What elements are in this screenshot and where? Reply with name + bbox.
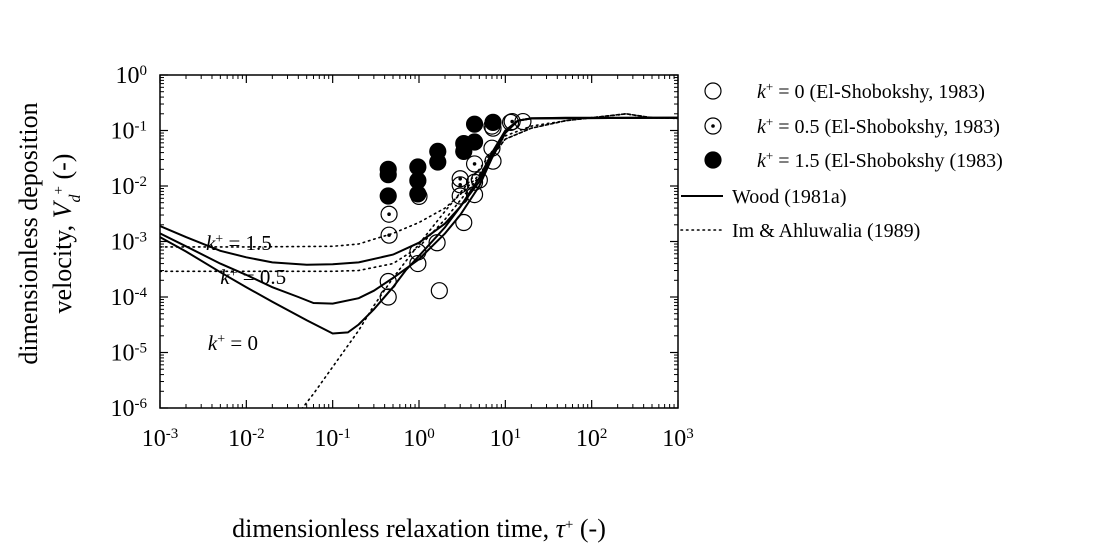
- data-point-k15: [429, 142, 447, 161]
- im-ahluwalia-curve: [160, 112, 678, 248]
- data-point-k0: [455, 213, 473, 232]
- legend-label: Im & Ahluwalia (1989): [732, 220, 920, 242]
- data-point-k15: [484, 113, 502, 131]
- data-point-k0: [379, 272, 397, 291]
- data-point-k0: [451, 187, 469, 205]
- data-point-k15: [409, 158, 427, 176]
- curve-annotation: k+ = 1.5: [206, 231, 272, 255]
- data-point-k0: [501, 113, 520, 131]
- wood-curve: [160, 116, 678, 335]
- data-point-k15: [379, 187, 397, 205]
- data-point-k05: [451, 176, 469, 194]
- y-tick-label: 10-6: [111, 396, 148, 422]
- x-tick-label: 10-3: [142, 426, 179, 452]
- y-tick-label: 10-4: [111, 285, 148, 311]
- legend-label: Wood (1981a): [732, 186, 846, 208]
- x-tick-label: 10-1: [314, 426, 351, 452]
- data-point-k15: [465, 115, 484, 133]
- markers-layer: [379, 112, 532, 306]
- axis-ticks: 10-3 10-2 10-1 100 101 102 103 10-6 10-5 10-4 10-3…: [111, 63, 694, 452]
- legend-entry: k+ = 0.5 (El-Shobokshy, 1983): [704, 114, 1000, 139]
- legend-entry: k+ = 0 (El-Shobokshy, 1983): [704, 79, 985, 104]
- data-point-k05: [465, 155, 484, 173]
- y-axis-label-line1: dimensionless deposition: [14, 102, 43, 364]
- legend-entry: k+ = 1.5 (El-Shobokshy (1983): [704, 148, 1003, 173]
- x-tick-label: 10-2: [228, 426, 264, 452]
- legend-marker: [704, 151, 722, 169]
- curve-annotations: k+ = 1.5 k+ = 0.5 k+ = 0: [206, 231, 286, 355]
- x-tick-label: 103: [662, 426, 694, 452]
- data-point-k0: [430, 282, 448, 300]
- data-point-k15: [465, 133, 484, 151]
- legend-entry: Im & Ahluwalia (1989): [680, 220, 920, 242]
- x-axis-label: dimensionless relaxation time, τ+ (-): [232, 514, 606, 543]
- y-tick-label: 10-2: [111, 174, 148, 200]
- data-point-k05: [380, 205, 398, 223]
- y-axis-label: dimensionless deposition velocity, Vd+ (…: [14, 102, 84, 364]
- data-point-k0: [483, 139, 501, 157]
- legend-marker: [704, 117, 722, 135]
- y-tick-label: 10-3: [111, 230, 148, 256]
- data-point-k05: [380, 226, 398, 244]
- x-tick-label: 102: [576, 426, 608, 452]
- curve-annotation: k+ = 0: [208, 331, 258, 355]
- data-point-k0: [484, 152, 502, 170]
- y-tick-label: 10-5: [111, 341, 148, 367]
- x-tick-label: 101: [490, 426, 522, 452]
- legend-marker: [704, 82, 722, 100]
- data-point-k0: [514, 112, 532, 131]
- legend-label: k+ = 0.5 (El-Shobokshy, 1983): [757, 114, 1000, 139]
- curve-annotation: k+ = 0.5: [220, 265, 286, 289]
- legend-label: k+ = 0 (El-Shobokshy, 1983): [757, 79, 985, 104]
- y-axis-label-line2: velocity, Vd+ (-): [48, 154, 84, 314]
- legend-entry: Wood (1981a): [681, 186, 846, 208]
- data-point-k05: [451, 170, 469, 188]
- legend: k+ = 0 (El-Shobokshy, 1983) k+ = 0.5 (El-…: [680, 79, 1003, 242]
- data-point-k05: [503, 112, 521, 131]
- y-tick-label: 10-1: [111, 119, 148, 145]
- y-tick-label: 100: [116, 63, 148, 89]
- data-point-k0: [409, 243, 427, 261]
- x-tick-label: 100: [403, 426, 435, 452]
- data-point-k0: [428, 234, 446, 252]
- data-point-k0: [379, 288, 397, 306]
- data-point-k0: [409, 254, 427, 273]
- data-point-k15: [379, 160, 397, 178]
- data-point-k0: [470, 171, 488, 189]
- legend-label: k+ = 1.5 (El-Shobokshy (1983): [757, 148, 1003, 173]
